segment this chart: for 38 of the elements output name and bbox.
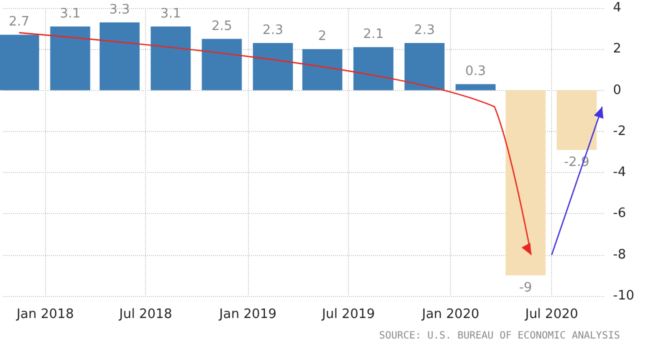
bar [100, 22, 140, 90]
bar [50, 26, 90, 90]
source-note: SOURCE: U.S. BUREAU OF ECONOMIC ANALYSIS [379, 330, 620, 342]
bar [202, 38, 242, 90]
data-label: 2.5 [211, 18, 232, 34]
data-label: 3.1 [160, 6, 182, 22]
y-tick-label: 4 [613, 0, 622, 16]
data-label: 2.7 [8, 14, 30, 30]
x-tick-label: Jan 2020 [420, 307, 480, 322]
y-tick-label: -6 [613, 206, 626, 222]
bar [404, 42, 445, 90]
data-label: 2 [318, 29, 326, 44]
bar [150, 26, 191, 90]
bar [353, 47, 394, 90]
bar [302, 49, 342, 90]
x-tick-label: Jan 2019 [218, 307, 277, 322]
x-tick-label: Jul 2020 [524, 307, 578, 322]
data-label: 2.1 [363, 27, 384, 42]
y-tick-label: -2 [613, 124, 626, 139]
data-label: 3.3 [109, 2, 130, 18]
bar [0, 34, 40, 90]
y-tick-label: -4 [613, 165, 626, 180]
data-label: 2.3 [414, 22, 435, 38]
y-tick-label: 0 [613, 82, 622, 98]
data-label: -9 [519, 280, 532, 296]
x-tick-label: Jul 2018 [118, 307, 172, 322]
y-tick-label: -8 [613, 247, 626, 262]
x-tick-label: Jul 2019 [320, 307, 375, 322]
y-tick-label: 2 [613, 42, 622, 57]
data-label: 3.1 [60, 6, 81, 22]
data-label: 2.3 [262, 22, 284, 38]
data-label: 0.3 [465, 64, 486, 80]
bar [556, 90, 597, 150]
bar [506, 90, 546, 276]
bar [252, 42, 293, 90]
bar [456, 84, 496, 90]
x-tick-label: Jan 2018 [16, 307, 74, 322]
y-tick-label: -10 [613, 288, 634, 304]
